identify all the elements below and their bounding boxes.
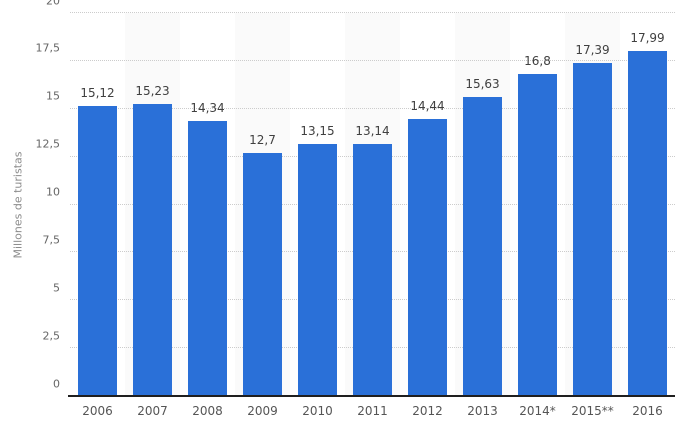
plot-area: 0 2,5 5 7,5 10 12,5 15 17,5 20 15,12 2006 15,23 2007…: [36, 0, 675, 418]
bar-2009[interactable]: [243, 153, 282, 396]
bar-value-label: 13,14: [355, 124, 390, 138]
bar-value-label: 14,34: [190, 101, 225, 115]
y-axis-tick-label: 10: [46, 185, 60, 199]
x-axis-label: 2013: [467, 404, 498, 418]
bar-2014*[interactable]: [518, 74, 557, 396]
bar-2012[interactable]: [408, 119, 447, 396]
bar-value-label: 13,15: [300, 124, 335, 138]
x-axis-label: 2006: [82, 404, 113, 418]
bar-2016[interactable]: [628, 51, 667, 396]
gridline-20: [70, 12, 675, 13]
bar-value-label: 15,63: [465, 77, 500, 91]
bar-value-label: 16,8: [524, 54, 551, 68]
y-axis-tick-label: 2,5: [42, 329, 61, 343]
bar-2006[interactable]: [78, 106, 117, 396]
y-axis-tick-label: 15: [46, 89, 60, 103]
y-axis-tick-label: 7,5: [42, 233, 61, 247]
bar-2011[interactable]: [353, 144, 392, 396]
x-axis-label: 2016: [632, 404, 663, 418]
y-axis-tick-label: 0: [53, 377, 60, 390]
bar-2013[interactable]: [463, 97, 502, 396]
bar-value-label: 14,44: [410, 99, 445, 113]
bar-2008[interactable]: [188, 121, 227, 396]
bar-value-label: 17,39: [575, 43, 610, 57]
x-axis-label: 2010: [302, 404, 333, 418]
bar-value-label: 17,99: [630, 31, 665, 45]
y-axis-tick-label: 12,5: [35, 137, 61, 151]
bar-2007[interactable]: [133, 104, 172, 396]
bar-value-label: 15,23: [135, 84, 170, 98]
x-axis-label: 2008: [192, 404, 223, 418]
x-axis-label: 2012: [412, 404, 443, 418]
bar-value-label: 12,7: [249, 133, 276, 147]
x-axis-label: 2014*: [519, 404, 556, 418]
y-axis-tick-label: 17,5: [35, 41, 61, 55]
bar-2010[interactable]: [298, 144, 337, 396]
gridline-15: [70, 107, 675, 109]
x-axis-label: 2011: [357, 404, 388, 418]
y-axis-tick-label: 5: [53, 281, 60, 295]
x-axis-label: 2007: [137, 404, 168, 418]
gridline-17,5: [70, 59, 675, 61]
bar-2015**[interactable]: [573, 63, 612, 396]
x-axis-label: 2009: [247, 404, 278, 418]
x-axis-label: 2015**: [571, 404, 614, 418]
y-axis-tick-label: 20: [46, 0, 60, 7]
x-axis-line: [68, 395, 675, 397]
bar-value-label: 15,12: [80, 86, 115, 100]
